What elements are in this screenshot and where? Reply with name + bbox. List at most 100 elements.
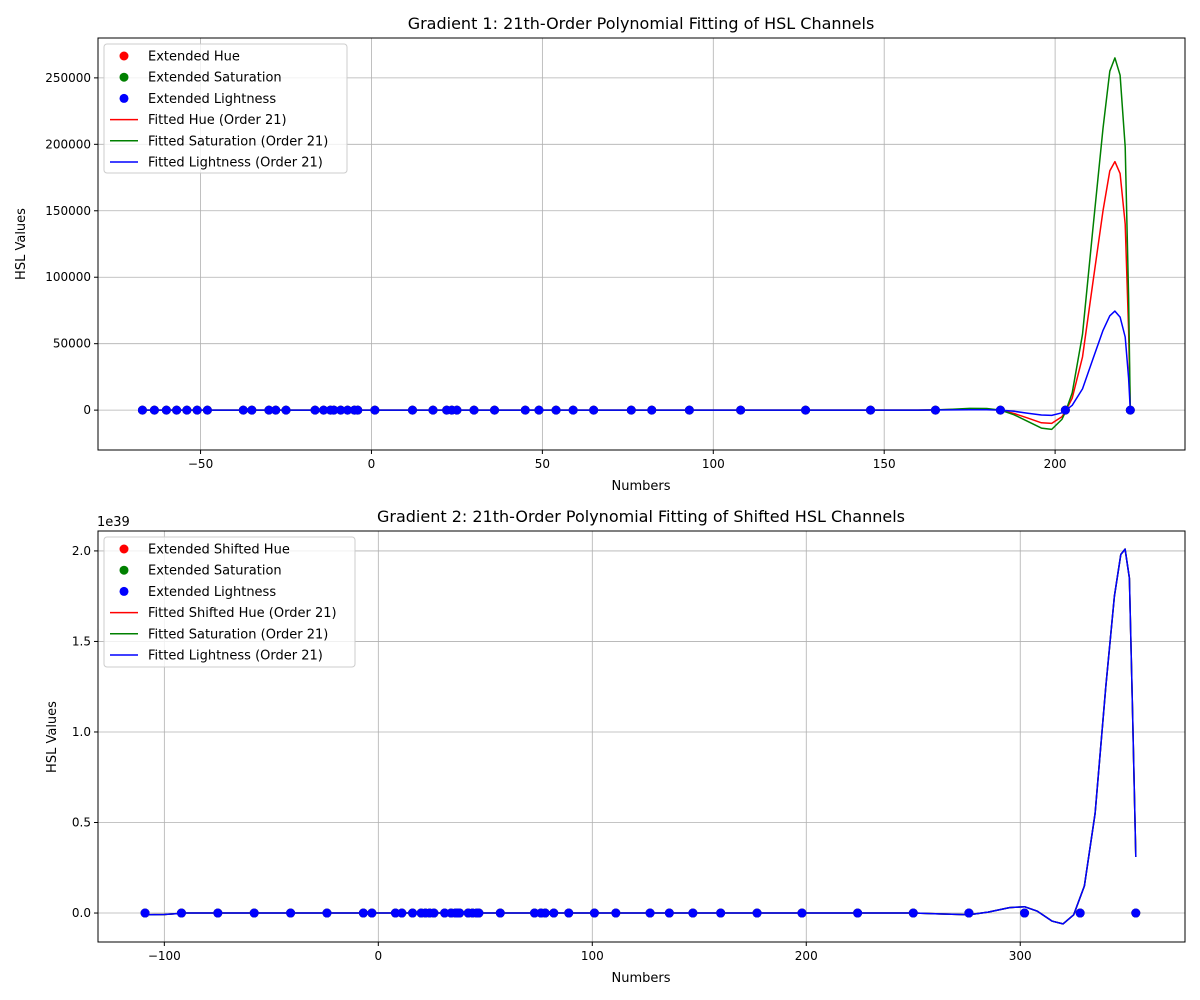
chart-1-data-point <box>1060 405 1070 415</box>
chart-2-data-point <box>1020 908 1030 918</box>
chart-2-plot-frame <box>97 530 1186 943</box>
chart-1-x-tick-label: 50 <box>535 457 550 471</box>
chart-2-x-tick-label: 200 <box>795 949 818 963</box>
chart-1-data-point <box>310 405 320 415</box>
chart-1-data-point <box>202 405 212 415</box>
chart-2-data-point <box>429 908 439 918</box>
chart-2-y-tick-label: 2.0 <box>72 544 91 558</box>
chart-2-data-point <box>664 908 674 918</box>
chart-1-y-tick-label: 250000 <box>45 71 91 85</box>
chart-2-legend-marker <box>119 544 129 554</box>
chart-2-curve-3 <box>145 548 1137 925</box>
chart-2-x-tick-label: 300 <box>1009 949 1032 963</box>
chart-2-data-point <box>964 908 974 918</box>
chart-1-data-point <box>452 405 462 415</box>
chart-1-data-point <box>264 405 274 415</box>
chart-2-data-point <box>589 908 599 918</box>
chart-2-data-point <box>286 908 296 918</box>
chart-2-data-point <box>645 908 655 918</box>
chart-2-data-point <box>611 908 621 918</box>
chart-1-legend-label: Extended Lightness <box>148 92 276 107</box>
chart-2-data-point <box>564 908 574 918</box>
chart-1-data-point <box>930 405 940 415</box>
chart-2-data-point <box>474 908 484 918</box>
chart-1-data-point <box>736 405 746 415</box>
chart-2-data-point <box>908 908 918 918</box>
chart-1-data-point <box>336 405 346 415</box>
chart-2-data-point <box>455 908 465 918</box>
chart-1: Gradient 1: 21th-Order Polynomial Fittin… <box>14 14 1186 494</box>
chart-2-data-point <box>440 908 450 918</box>
chart-2-data-point <box>213 908 223 918</box>
chart-2-legend-label: Extended Saturation <box>148 564 282 579</box>
chart-1-legend: Extended Hue Extended Saturation Extended … <box>103 43 348 174</box>
chart-1-data-point <box>626 405 636 415</box>
chart-1-data-point <box>319 405 329 415</box>
chart-1-legend-label: Fitted Hue (Order 21) <box>148 113 287 128</box>
chart-1-x-tick-label: −50 <box>188 457 213 471</box>
chart-2-offset-label: 1e39 <box>97 515 130 530</box>
chart-1-legend-label: Fitted Saturation (Order 21) <box>148 134 328 149</box>
chart-2-data-point <box>530 908 540 918</box>
chart-1-legend-label: Extended Saturation <box>148 71 282 86</box>
chart-1-data-point <box>469 405 479 415</box>
chart-2-title: Gradient 2: 21th-Order Polynomial Fittin… <box>377 507 905 526</box>
chart-1-data-point <box>520 405 530 415</box>
chart-2: Gradient 2: 21th-Order Polynomial Fittin… <box>45 507 1186 986</box>
chart-2-data-point <box>367 908 377 918</box>
chart-1-legend-marker <box>119 72 129 82</box>
chart-2-data-point <box>140 908 150 918</box>
chart-2-y-axis-label: HSL Values <box>45 701 60 773</box>
chart-1-data-point <box>407 405 417 415</box>
chart-1-plot-frame <box>97 37 1186 451</box>
chart-1-data-point <box>271 405 281 415</box>
chart-2-data-point <box>752 908 762 918</box>
chart-1-y-axis-label: HSL Values <box>14 208 29 280</box>
chart-2-data-point <box>249 908 259 918</box>
chart-1-data-point <box>490 405 500 415</box>
chart-1-curve-3 <box>142 310 1132 417</box>
chart-2-legend-box <box>103 536 356 668</box>
chart-1-legend-marker <box>119 51 129 61</box>
chart-1-x-tick-label: 150 <box>873 457 896 471</box>
chart-1-y-tick-label: 100000 <box>45 270 91 284</box>
chart-2-data-point <box>688 908 698 918</box>
chart-2-x-tick-label: −100 <box>148 949 181 963</box>
chart-2-legend-marker <box>119 565 129 575</box>
chart-2-data-point <box>1075 908 1085 918</box>
chart-2-data-point <box>716 908 726 918</box>
chart-2-data-point <box>1131 908 1141 918</box>
chart-1-data-point <box>149 405 159 415</box>
chart-2-legend: Extended Shifted Hue Extended Saturation E… <box>103 536 356 668</box>
chart-1-data-point <box>238 405 248 415</box>
chart-1-data-point <box>551 405 561 415</box>
chart-1-y-tick-label: 0 <box>83 403 91 417</box>
chart-1-title: Gradient 1: 21th-Order Polynomial Fittin… <box>408 14 875 33</box>
chart-1-data-point <box>161 405 171 415</box>
chart-1-data-point <box>370 405 380 415</box>
chart-2-y-tick-label: 0.0 <box>72 906 91 920</box>
chart-2-data-point <box>408 908 418 918</box>
chart-1-data-point <box>353 405 363 415</box>
chart-1-x-tick-label: 0 <box>368 457 376 471</box>
chart-1-x-axis-label: Numbers <box>612 479 671 494</box>
chart-2-legend-label: Fitted Lightness (Order 21) <box>148 649 323 664</box>
chart-1-y-tick-label: 150000 <box>45 204 91 218</box>
chart-1-data-point <box>172 405 182 415</box>
chart-1-data-point <box>137 405 147 415</box>
chart-1-data-point <box>647 405 657 415</box>
chart-2-legend-label: Extended Lightness <box>148 585 276 600</box>
chart-1-legend-box <box>103 43 348 174</box>
chart-1-data-point <box>329 405 339 415</box>
chart-2-x-tick-label: 100 <box>581 949 604 963</box>
chart-2-data-point <box>390 908 400 918</box>
chart-2-data-point <box>549 908 559 918</box>
chart-1-data-point <box>428 405 438 415</box>
chart-2-legend-marker <box>119 586 129 596</box>
chart-2-data-point <box>176 908 186 918</box>
chart-2-legend-label: Extended Shifted Hue <box>148 543 290 558</box>
chart-1-data-point <box>1125 405 1135 415</box>
chart-1-data-point <box>589 405 599 415</box>
chart-2-data-point <box>397 908 407 918</box>
